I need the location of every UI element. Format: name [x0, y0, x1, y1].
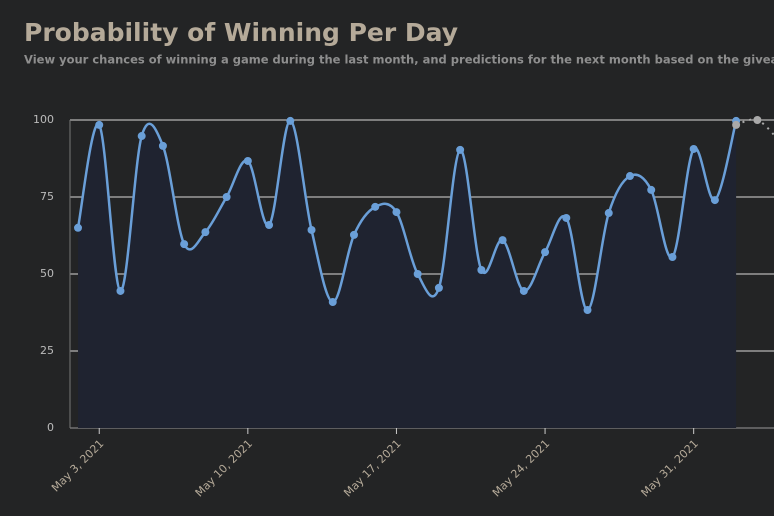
point: [201, 228, 210, 237]
x-tick-label: May 31, 2021: [639, 437, 701, 499]
point: [265, 221, 274, 230]
chart-title: Probability of Winning Per Day: [24, 18, 458, 47]
point: [477, 265, 486, 274]
y-tick-label: 100: [33, 113, 54, 126]
point: [434, 283, 443, 292]
point: [413, 270, 422, 278]
area: [78, 120, 737, 429]
point: [286, 116, 295, 125]
y-tick-label: 75: [40, 190, 54, 203]
point: [647, 185, 656, 194]
point: [541, 248, 550, 257]
y-tick-label: 25: [40, 344, 54, 357]
point: [710, 196, 719, 205]
x-tick-label: May 17, 2021: [341, 437, 403, 499]
x-tick-label: May 24, 2021: [490, 437, 552, 499]
y-tick-label: 50: [40, 267, 54, 280]
point: [732, 120, 741, 129]
point: [456, 145, 465, 154]
point: [753, 116, 762, 124]
x-tick-label: May 10, 2021: [193, 437, 255, 499]
point: [328, 298, 337, 307]
point: [392, 208, 401, 217]
point: [222, 193, 231, 201]
point: [562, 213, 571, 222]
point: [604, 209, 613, 218]
point: [349, 230, 358, 239]
point: [498, 236, 507, 245]
y-tick-label: 0: [47, 421, 54, 434]
point: [137, 132, 146, 141]
point: [689, 144, 698, 153]
x-tick-label: May 3, 2021: [49, 437, 106, 494]
point: [243, 156, 252, 165]
point: [74, 223, 82, 232]
point: [668, 253, 677, 262]
point: [625, 172, 634, 181]
chart-subtitle: View your chances of winning a game duri…: [24, 53, 774, 67]
point: [371, 202, 380, 211]
point: [158, 141, 167, 150]
point: [116, 286, 125, 295]
point: [307, 225, 316, 234]
point: [519, 286, 528, 295]
point: [583, 306, 592, 315]
point: [180, 240, 189, 249]
point: [95, 120, 104, 129]
